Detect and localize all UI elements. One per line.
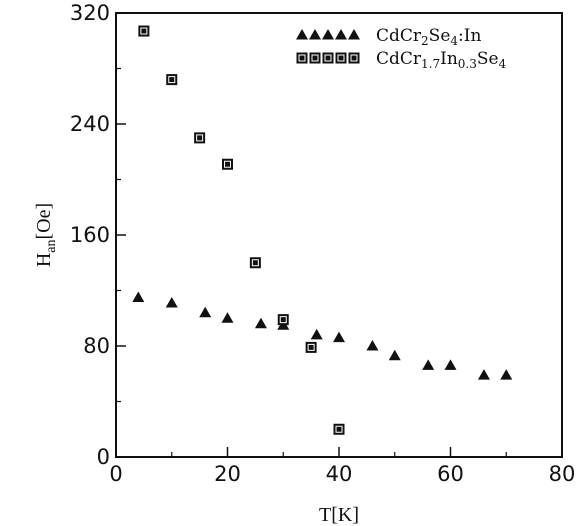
x-tick-label: 0 <box>109 462 122 486</box>
legend-marker <box>335 52 347 64</box>
x-tick-label: 80 <box>549 462 576 486</box>
axis-ticks <box>115 12 563 458</box>
legend-text-part: Se <box>429 26 451 46</box>
triangle-point <box>165 296 178 308</box>
legend-subscript: 1.7 <box>421 57 440 71</box>
svg-text:Han[Oe]: Han[Oe] <box>33 203 59 267</box>
legend-marker-inner <box>350 54 358 62</box>
triangle-point <box>132 291 145 302</box>
triangle-point <box>254 317 267 329</box>
square-point-inner <box>251 259 259 267</box>
legend-marker-body <box>335 52 347 64</box>
legend-text-part: CdCr <box>376 49 422 69</box>
triangle-point <box>366 340 379 351</box>
y-axis-label-main: H <box>33 253 55 267</box>
square-point-body <box>249 257 261 269</box>
square-point-body <box>194 132 206 144</box>
legend-marker-inner <box>337 54 345 62</box>
square-point-body <box>305 341 317 353</box>
triangle-point <box>333 331 345 343</box>
triangle-point <box>388 349 401 361</box>
square-point-inner <box>196 134 204 142</box>
legend-text-part: :In <box>458 26 481 46</box>
triangle-point <box>477 369 490 380</box>
legend-marker <box>309 29 321 40</box>
series-2 <box>138 25 345 435</box>
square-point-body <box>333 423 345 435</box>
legend-marker <box>296 52 308 64</box>
y-tick-label: 160 <box>70 223 110 247</box>
legend-text-part: In <box>440 49 458 69</box>
triangle-point <box>500 369 513 380</box>
square-point <box>277 314 289 326</box>
legend-marker-body <box>348 52 360 64</box>
data-points <box>132 25 513 435</box>
legend-marker-inner <box>324 54 332 62</box>
legend-marker <box>348 52 360 64</box>
triangle-point <box>199 306 212 318</box>
square-point-body <box>222 158 233 170</box>
legend-marker <box>296 29 308 40</box>
legend-marker <box>322 52 334 64</box>
legend-label: CdCr1.7In0.3Se4 <box>376 49 507 71</box>
legend-item-1: CdCr2Se4:In <box>296 26 481 48</box>
square-point <box>166 74 178 86</box>
x-tick-label: 40 <box>326 462 353 486</box>
series-1 <box>132 291 513 380</box>
y-tick-label: 240 <box>70 112 110 136</box>
x-tick-label: 60 <box>437 462 464 486</box>
legend-marker-body <box>309 52 321 64</box>
triangle-point <box>310 328 323 340</box>
square-point-inner <box>140 27 148 35</box>
square-point <box>333 423 345 435</box>
plot-frame <box>115 12 563 458</box>
legend-subscript: 4 <box>450 34 458 48</box>
square-point-body <box>166 74 178 86</box>
legend-text-part: Se <box>477 49 499 69</box>
square-point <box>138 25 150 37</box>
square-point <box>194 132 206 144</box>
y-axis-label: Han[Oe] <box>33 203 59 267</box>
x-tick-label: 20 <box>214 462 241 486</box>
y-tick-label: 0 <box>97 445 110 469</box>
legend-subscript: 2 <box>421 34 429 48</box>
square-point-body <box>277 314 289 326</box>
square-point-inner <box>224 160 231 168</box>
triangle-point <box>422 359 435 370</box>
y-axis-label-unit: [Oe] <box>33 203 55 240</box>
square-point <box>305 341 317 353</box>
legend-marker-inner <box>311 54 319 62</box>
square-point <box>249 257 261 269</box>
legend-marker <box>335 29 347 40</box>
legend-label: CdCr2Se4:In <box>376 26 481 48</box>
square-point-inner <box>335 425 343 433</box>
legend-marker-inner <box>298 54 306 62</box>
y-tick-label: 320 <box>70 1 110 25</box>
triangle-point <box>444 359 457 370</box>
legend-subscript: 0.3 <box>458 57 477 71</box>
square-point-inner <box>307 343 315 351</box>
legend-marker-body <box>296 52 308 64</box>
triangle-point <box>221 312 234 323</box>
square-point-inner <box>168 76 176 84</box>
square-point-inner <box>279 316 287 324</box>
square-point-body <box>138 25 150 37</box>
y-tick-label: 80 <box>83 334 110 358</box>
legend-marker <box>309 52 321 64</box>
y-axis-label-sub: an <box>44 239 59 252</box>
legend-item-2: CdCr1.7In0.3Se4 <box>296 49 507 71</box>
legend-marker <box>348 29 360 40</box>
legend-marker-body <box>322 52 334 64</box>
square-point <box>222 158 233 170</box>
x-axis-label: T[K] <box>319 504 359 526</box>
tick-labels: 0 20 40 60 80 0 80 160 240 320 <box>70 1 575 486</box>
legend-subscript: 4 <box>499 57 507 71</box>
legend-text-part: CdCr <box>376 26 422 46</box>
legend-marker <box>322 29 334 40</box>
